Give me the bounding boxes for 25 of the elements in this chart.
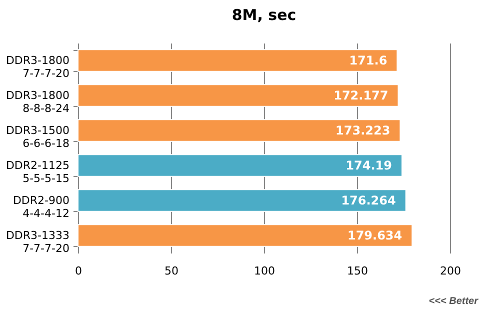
bar <box>78 224 413 247</box>
bar <box>78 189 406 212</box>
y-tick-label: DDR3-1800 8-8-8-24 <box>6 89 70 115</box>
y-tick-label: DDR3-1333 7-7-7-20 <box>6 229 70 255</box>
text: <<< Better <box>428 296 478 307</box>
chart-title: 8M, sec <box>232 6 296 24</box>
data-label: 171.6 <box>349 54 388 68</box>
bar <box>78 84 399 107</box>
bar <box>78 154 402 177</box>
bar <box>78 49 398 72</box>
data-label: 176.264 <box>341 194 396 208</box>
x-tick-label: 100 <box>254 264 275 278</box>
y-tick-label: DDR3-1800 7-7-7-20 <box>6 54 70 80</box>
x-tick-label: 0 <box>75 264 82 278</box>
data-label: 179.634 <box>347 228 402 242</box>
bar <box>78 119 401 142</box>
data-label: 172.177 <box>334 88 388 102</box>
x-tick-label: 150 <box>347 264 368 278</box>
y-tick-label: DDR2-900 4-4-4-12 <box>12 194 70 220</box>
y-tick-label: DDR2-1125 5-5-5-15 <box>6 159 70 185</box>
data-label: 173.223 <box>336 124 390 138</box>
y-tick-label: DDR3-1500 6-6-6-18 <box>6 124 70 150</box>
data-label: 174.19 <box>346 158 392 172</box>
x-tick-label: 50 <box>164 264 178 278</box>
x-tick-label: 200 <box>440 264 461 278</box>
